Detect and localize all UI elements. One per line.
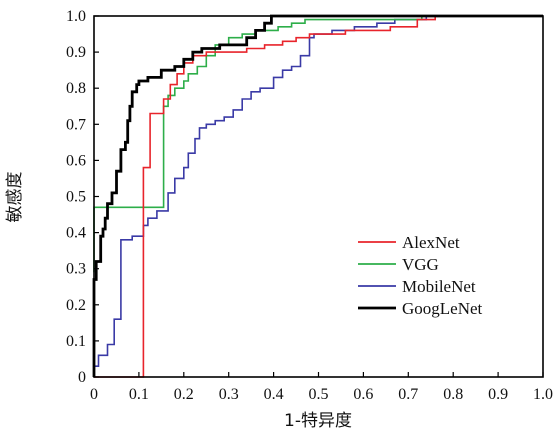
x-axis-title: 1-特异度 xyxy=(284,411,352,431)
y-tick-label: 1.0 xyxy=(66,8,86,25)
x-tick-label: 0.7 xyxy=(398,386,418,403)
legend-label-alexnet: AlexNet xyxy=(402,233,460,252)
y-tick-label: 0.5 xyxy=(66,189,86,206)
y-tick-label: 0 xyxy=(78,369,86,386)
y-tick-label: 0.1 xyxy=(66,333,86,350)
legend-label-vgg: VGG xyxy=(402,255,439,274)
y-tick-label: 0.8 xyxy=(66,80,86,97)
series-line-googlenet xyxy=(92,14,543,377)
plot-frame xyxy=(93,15,544,378)
y-tick-label: 0.4 xyxy=(66,225,86,242)
ticks-layer: 0 0.1 0.2 0.3 0.4 0.5 0.6 0.7 0.8 0.9 1.0 0 0.1 0.2 0.… xyxy=(66,8,553,403)
x-tick-label: 0 xyxy=(90,386,98,403)
x-tick-label: 1.0 xyxy=(533,386,553,403)
series-layer xyxy=(92,14,543,378)
x-tick-label: 0.2 xyxy=(174,386,194,403)
y-axis-title: 敏感度 xyxy=(5,172,25,223)
y-tick-label: 0.7 xyxy=(66,116,86,133)
legend-label-googlenet: GoogLeNet xyxy=(402,299,483,318)
legend-label-mobilenet: MobileNet xyxy=(402,277,476,296)
x-tick-label: 0.6 xyxy=(353,386,373,403)
x-tick-label: 0.5 xyxy=(309,386,329,403)
y-tick-label: 0.3 xyxy=(66,261,86,278)
x-tick-label: 0.9 xyxy=(488,386,508,403)
y-tick-label: 0.2 xyxy=(66,297,86,314)
y-tick-label: 0.6 xyxy=(66,152,86,169)
series-line-vgg xyxy=(93,15,543,273)
x-tick-label: 0.8 xyxy=(443,386,463,403)
x-tick-label: 0.4 xyxy=(264,386,284,403)
series-line-alexnet xyxy=(94,15,543,378)
x-tick-label: 0.1 xyxy=(129,386,149,403)
x-tick-label: 0.3 xyxy=(219,386,239,403)
y-tick-label: 0.9 xyxy=(66,44,86,61)
legend: AlexNet VGG MobileNet GoogLeNet xyxy=(358,233,483,318)
